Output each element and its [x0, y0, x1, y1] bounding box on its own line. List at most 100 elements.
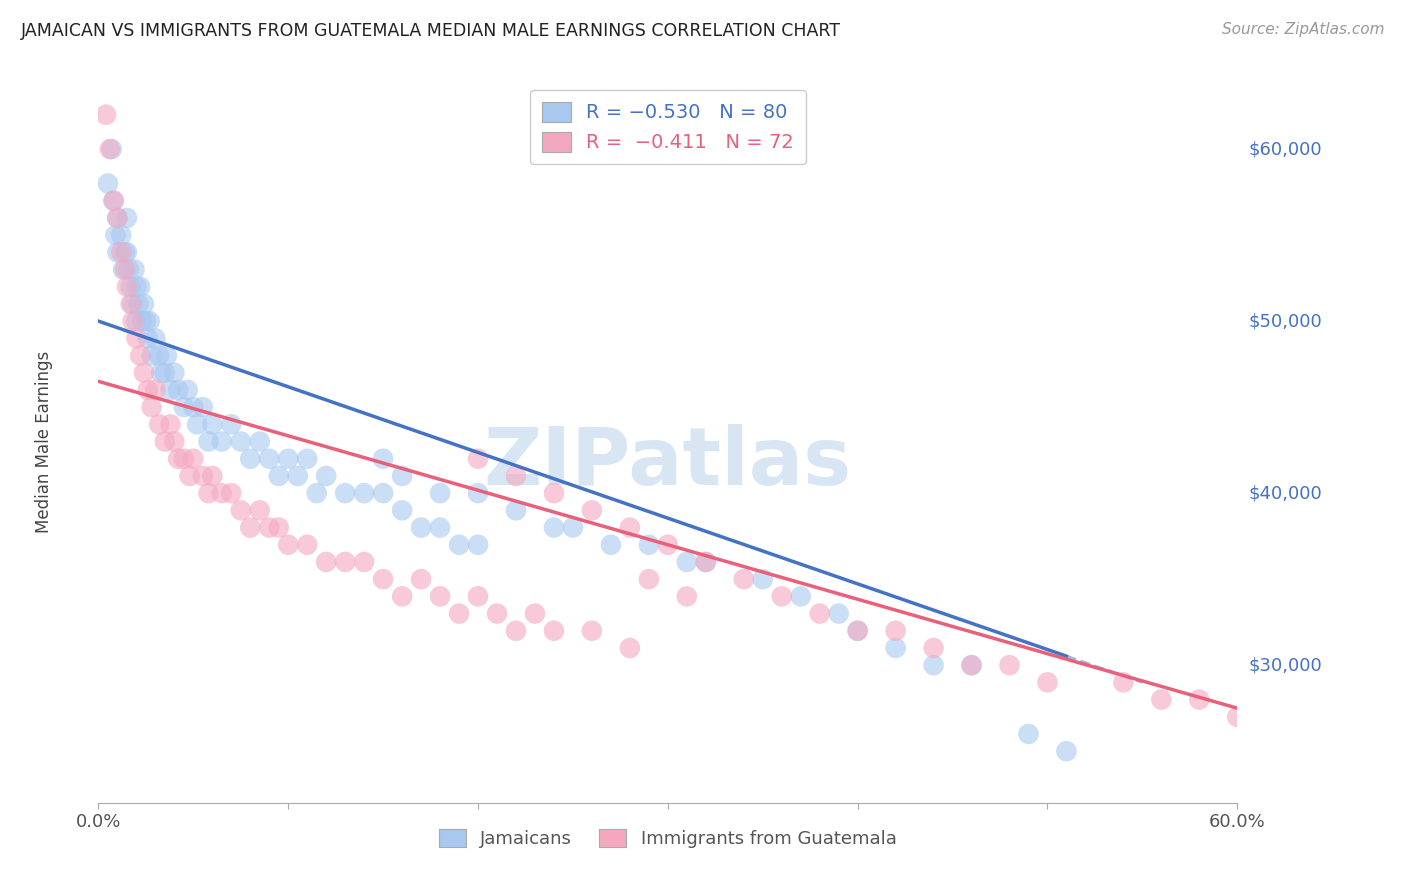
- Point: [543, 624, 565, 638]
- Point: [467, 538, 489, 552]
- Point: [159, 383, 181, 397]
- Point: [429, 520, 451, 534]
- Point: [467, 451, 489, 466]
- Point: [638, 538, 661, 552]
- Point: [100, 142, 122, 156]
- Point: [141, 349, 163, 363]
- Point: [115, 279, 138, 293]
- Point: [770, 590, 793, 604]
- Point: [173, 451, 195, 466]
- Point: [695, 555, 717, 569]
- Legend: R = −0.530   N = 80, R =  −0.411   N = 72: R = −0.530 N = 80, R = −0.411 N = 72: [530, 90, 806, 164]
- Point: [110, 228, 132, 243]
- Point: [391, 503, 413, 517]
- Point: [145, 383, 167, 397]
- Point: [121, 297, 143, 311]
- Point: [148, 349, 170, 363]
- Point: [221, 486, 243, 500]
- Point: [733, 572, 755, 586]
- Point: [97, 177, 120, 191]
- Point: [371, 486, 394, 500]
- Point: [581, 503, 603, 517]
- Point: [125, 279, 148, 293]
- Point: [125, 314, 148, 328]
- Point: [249, 503, 271, 517]
- Point: [922, 658, 945, 673]
- Point: [201, 417, 224, 432]
- Point: [191, 469, 214, 483]
- Point: [1112, 675, 1135, 690]
- Text: $50,000: $50,000: [1249, 312, 1322, 330]
- Point: [249, 434, 271, 449]
- Point: [129, 279, 152, 293]
- Point: [120, 279, 142, 293]
- Text: JAMAICAN VS IMMIGRANTS FROM GUATEMALA MEDIAN MALE EARNINGS CORRELATION CHART: JAMAICAN VS IMMIGRANTS FROM GUATEMALA ME…: [21, 22, 841, 40]
- Point: [524, 607, 547, 621]
- Point: [186, 417, 208, 432]
- Point: [960, 658, 983, 673]
- Point: [98, 142, 121, 156]
- Point: [277, 451, 299, 466]
- Point: [267, 520, 290, 534]
- Point: [120, 297, 142, 311]
- Point: [411, 520, 433, 534]
- Point: [449, 538, 471, 552]
- Text: ZIPatlas: ZIPatlas: [484, 425, 852, 502]
- Text: Source: ZipAtlas.com: Source: ZipAtlas.com: [1222, 22, 1385, 37]
- Point: [183, 451, 205, 466]
- Point: [239, 520, 262, 534]
- Point: [132, 297, 155, 311]
- Point: [1188, 692, 1211, 706]
- Point: [353, 486, 375, 500]
- Point: [297, 538, 319, 552]
- Point: [141, 400, 163, 414]
- Point: [221, 417, 243, 432]
- Point: [153, 366, 176, 380]
- Point: [638, 572, 661, 586]
- Point: [619, 640, 641, 655]
- Point: [353, 555, 375, 569]
- Point: [884, 640, 907, 655]
- Point: [167, 383, 190, 397]
- Point: [998, 658, 1021, 673]
- Point: [1056, 744, 1078, 758]
- Point: [505, 624, 527, 638]
- Point: [197, 486, 219, 500]
- Point: [562, 520, 585, 534]
- Point: [107, 211, 129, 225]
- Point: [391, 590, 413, 604]
- Point: [191, 400, 214, 414]
- Point: [790, 590, 813, 604]
- Point: [1018, 727, 1040, 741]
- Point: [131, 314, 153, 328]
- Point: [922, 640, 945, 655]
- Point: [115, 211, 138, 225]
- Point: [277, 538, 299, 552]
- Point: [828, 607, 851, 621]
- Point: [676, 590, 699, 604]
- Point: [960, 658, 983, 673]
- Point: [315, 555, 337, 569]
- Point: [305, 486, 328, 500]
- Point: [107, 245, 129, 260]
- Point: [695, 555, 717, 569]
- Point: [150, 366, 173, 380]
- Point: [505, 469, 527, 483]
- Point: [127, 297, 149, 311]
- Point: [297, 451, 319, 466]
- Point: [429, 486, 451, 500]
- Point: [449, 607, 471, 621]
- Point: [808, 607, 831, 621]
- Point: [884, 624, 907, 638]
- Text: $40,000: $40,000: [1249, 484, 1322, 502]
- Point: [429, 590, 451, 604]
- Point: [752, 572, 775, 586]
- Point: [138, 314, 160, 328]
- Point: [136, 331, 159, 345]
- Point: [125, 331, 148, 345]
- Point: [115, 245, 138, 260]
- Text: Median Male Earnings: Median Male Earnings: [35, 351, 53, 533]
- Point: [543, 520, 565, 534]
- Point: [505, 503, 527, 517]
- Point: [104, 228, 127, 243]
